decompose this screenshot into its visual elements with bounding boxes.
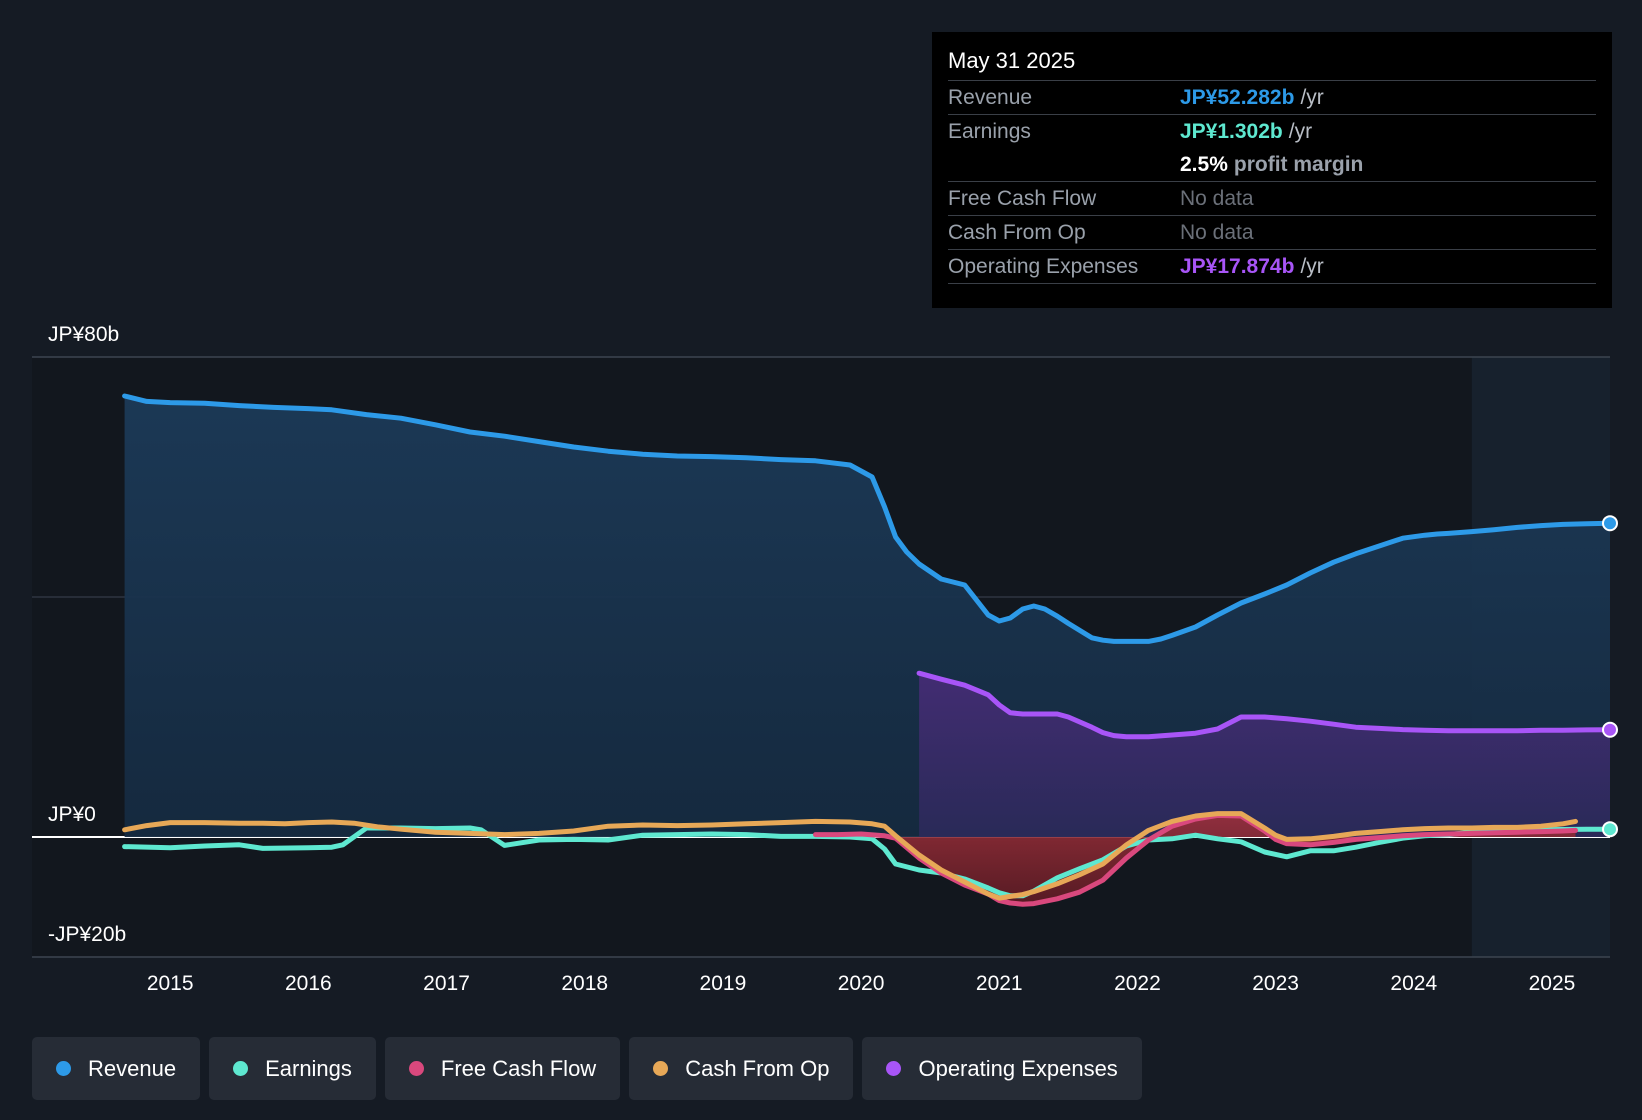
x-tick-label: 2021	[976, 972, 1023, 995]
tooltip-row-revenue: Revenue JP¥52.282b /yr	[948, 81, 1596, 115]
x-tick-label: 2016	[285, 972, 332, 995]
revenue-end-dot	[1602, 515, 1618, 532]
legend-label: Cash From Op	[685, 1055, 830, 1081]
tooltip-row-margin: 2.5% profit margin	[948, 148, 1596, 182]
tooltip-panel: May 31 2025 Revenue JP¥52.282b /yr Earni…	[932, 32, 1612, 308]
tooltip-value: JP¥52.282b	[1180, 86, 1295, 109]
dot-icon	[408, 1061, 424, 1076]
legend-label: Revenue	[88, 1055, 177, 1081]
x-tick-label: 2025	[1529, 972, 1576, 995]
operating-expenses-end-dot	[1602, 721, 1618, 738]
legend: Revenue Earnings Free Cash Flow Cash Fro…	[32, 1037, 1142, 1100]
legend-item-cash-from-op[interactable]: Cash From Op	[629, 1037, 854, 1100]
y-axis-label: -JP¥20b	[48, 923, 126, 946]
free-cash-flow-area	[815, 815, 1576, 905]
tooltip-label: Revenue	[948, 86, 1033, 109]
tooltip-unit: /yr	[1288, 120, 1313, 143]
x-tick-label: 2017	[423, 972, 470, 995]
dot-icon	[56, 1061, 71, 1076]
legend-item-earnings[interactable]: Earnings	[209, 1037, 376, 1100]
tooltip-label: Free Cash Flow	[948, 187, 1097, 210]
tooltip-value: JP¥17.874b	[1180, 255, 1295, 278]
dot-icon	[886, 1061, 902, 1076]
dot-icon	[653, 1061, 669, 1076]
tooltip-value: No data	[1180, 221, 1254, 244]
x-tick-label: 2024	[1390, 972, 1437, 995]
y-axis-label: JP¥0	[48, 803, 96, 826]
tooltip-row-fcf: Free Cash Flow No data	[948, 182, 1596, 216]
tooltip-label: Cash From Op	[948, 221, 1086, 244]
legend-label: Operating Expenses	[918, 1055, 1118, 1081]
legend-item-operating-expenses[interactable]: Operating Expenses	[862, 1037, 1142, 1100]
earnings-end-dot	[1602, 821, 1618, 838]
legend-label: Earnings	[265, 1055, 352, 1081]
tooltip-value: No data	[1180, 187, 1254, 210]
tooltip-label	[948, 148, 1180, 181]
free-cash-flow-line	[813, 812, 1578, 907]
tooltip-label: Earnings	[948, 120, 1031, 143]
dot-icon	[233, 1061, 249, 1076]
tooltip-unit: profit margin	[1233, 153, 1364, 176]
tooltip-label: Operating Expenses	[948, 255, 1139, 278]
tooltip-row-cfo: Cash From Op No data	[948, 216, 1596, 250]
operating-expenses-area	[919, 673, 1610, 837]
legend-label: Free Cash Flow	[440, 1055, 597, 1081]
x-tick-label: 2018	[561, 972, 608, 995]
operating-expenses-line	[916, 670, 1613, 740]
tooltip-row-opex: Operating Expenses JP¥17.874b /yr	[948, 250, 1596, 284]
cash-from-op-line	[122, 811, 1578, 901]
legend-item-revenue[interactable]: Revenue	[32, 1037, 201, 1100]
x-tick-label: 2020	[838, 972, 885, 995]
tooltip-row-earnings: Earnings JP¥1.302b /yr	[948, 115, 1596, 148]
tooltip-value: 2.5%	[1180, 153, 1228, 176]
x-tick-label: 2022	[1114, 972, 1161, 995]
tooltip-unit: /yr	[1300, 255, 1324, 278]
y-axis-label: JP¥80b	[48, 323, 119, 346]
legend-item-free-cash-flow[interactable]: Free Cash Flow	[384, 1037, 621, 1100]
tooltip-value: JP¥1.302b	[1180, 120, 1283, 143]
revenue-line	[122, 393, 1613, 644]
x-tick-label: 2023	[1252, 972, 1299, 995]
x-tick-label: 2015	[147, 972, 194, 995]
earnings-line	[122, 825, 1613, 899]
tooltip-unit: /yr	[1300, 86, 1324, 109]
tooltip-date: May 31 2025	[948, 46, 1596, 81]
x-tick-label: 2019	[700, 972, 747, 995]
